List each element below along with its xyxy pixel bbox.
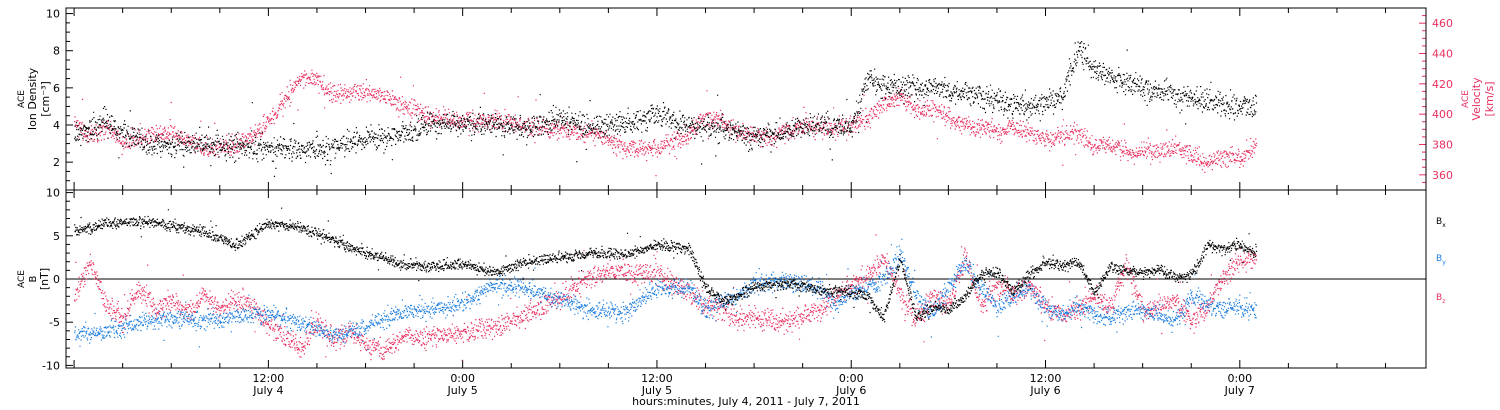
x-tick-date-label: July 6 <box>835 384 866 397</box>
velocity-axis-label-line1: ACE <box>1461 90 1471 108</box>
velocity-tick-label: 360 <box>1432 169 1453 182</box>
velocity-tick-label: 380 <box>1432 139 1453 152</box>
b-field-axis-label: ACE B [nT] <box>17 268 51 290</box>
bottom-panel-frame <box>65 189 1427 369</box>
density-tick-label: 8 <box>53 45 60 58</box>
x-tick-time-label: 0:00 <box>839 372 864 385</box>
density-tick-label: 6 <box>53 82 60 95</box>
b-field-axis-label-line2: B <box>28 275 39 282</box>
x-tick-time-label: 0:00 <box>1227 372 1252 385</box>
x-tick-date-label: July 5 <box>447 384 478 397</box>
density-axis-label-units: [cm⁻³] <box>39 81 52 117</box>
x-tick-time-label: 0:00 <box>450 372 475 385</box>
bz-points <box>74 234 1258 361</box>
bottom-axes-layer: -10 -5 0 5 10 <box>42 187 73 372</box>
density-tick-label: 4 <box>53 119 60 132</box>
velocity-axis-label: ACE Velocity [km/s] <box>1461 77 1496 121</box>
x-tick-time-label: 12:00 <box>641 372 673 385</box>
b-field-axis-label-line1: ACE <box>17 270 27 288</box>
top-axes-layer: 2 4 6 8 10 360 380 400 420 440 460 <box>46 7 1453 368</box>
legend-by-sub: y <box>1442 259 1446 266</box>
b-field-tick-label: 5 <box>53 230 60 243</box>
x-tick-time-label: 12:00 <box>253 372 285 385</box>
velocity-axis-label-units: [km/s] <box>1483 81 1496 116</box>
density-axis-label-line2: Ion Density <box>26 67 39 130</box>
magnetic-field-panel: -10 -5 0 5 10 ACE B [nT] Bx By Bz <box>17 187 1446 373</box>
b-field-tick-label: -5 <box>49 316 60 329</box>
legend-bx-sub: x <box>1442 222 1446 229</box>
b-field-tick-label: 10 <box>46 187 60 200</box>
density-tick-label: 2 <box>53 156 60 169</box>
x-tick-date-label: July 6 <box>1029 384 1060 397</box>
density-axis-label: ACE Ion Density [cm⁻³] <box>17 67 52 130</box>
bottom-data-layer <box>66 207 1426 361</box>
x-tick-date-label: July 4 <box>252 384 283 397</box>
legend-bz: Bz <box>1436 293 1445 305</box>
legend-by: By <box>1436 254 1446 266</box>
legend-bx: Bx <box>1436 217 1446 229</box>
density-tick-label: 10 <box>46 8 60 21</box>
density-axis-label-line1: ACE <box>17 90 27 108</box>
b-field-axis-label-units: [nT] <box>38 268 51 290</box>
velocity-tick-label: 460 <box>1432 17 1453 30</box>
b-field-tick-label: 0 <box>53 273 60 286</box>
velocity-axis-label-line2: Velocity <box>1470 77 1483 121</box>
velocity-tick-label: 440 <box>1432 48 1453 61</box>
legend: Bx By Bz <box>1436 217 1446 305</box>
x-tick-date-label: July 7 <box>1224 384 1255 397</box>
velocity-tick-label: 400 <box>1432 108 1453 121</box>
legend-bz-sub: z <box>1442 298 1445 305</box>
by-markers <box>74 238 1258 351</box>
bz-markers <box>74 234 1258 361</box>
velocity-tick-label: 420 <box>1432 78 1453 91</box>
by-points <box>74 238 1258 351</box>
x-axis-title: hours:minutes, July 4, 2011 - July 7, 20… <box>632 395 860 408</box>
b-field-tick-label: -10 <box>42 359 60 372</box>
x-tick-time-label: 12:00 <box>1030 372 1062 385</box>
x-tick-date-label: July 5 <box>641 384 672 397</box>
